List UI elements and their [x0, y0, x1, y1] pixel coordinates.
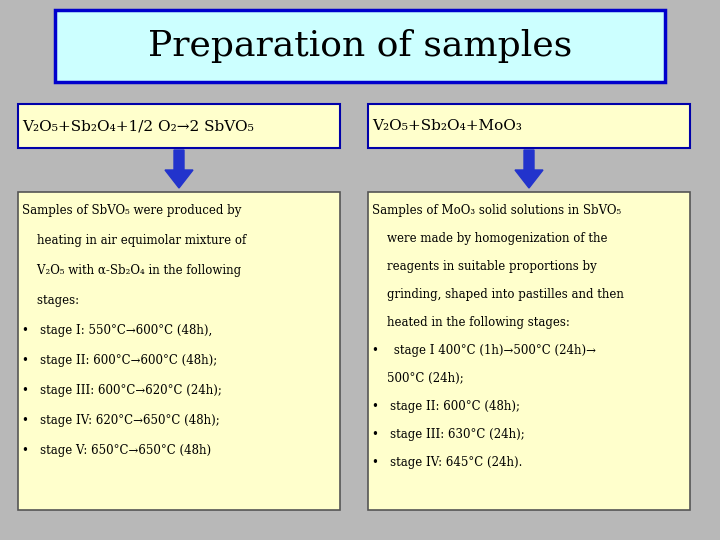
Text: reagents in suitable proportions by: reagents in suitable proportions by [372, 260, 597, 273]
Text: •    stage I 400°C (1h)→500°C (24h)→: • stage I 400°C (1h)→500°C (24h)→ [372, 344, 596, 357]
Text: •   stage III: 630°C (24h);: • stage III: 630°C (24h); [372, 428, 525, 441]
Text: V₂O₅+Sb₂O₄+MoO₃: V₂O₅+Sb₂O₄+MoO₃ [372, 119, 522, 133]
FancyBboxPatch shape [368, 104, 690, 148]
Text: •   stage I: 550°C→600°C (48h),: • stage I: 550°C→600°C (48h), [22, 324, 212, 337]
Text: Samples of SbVO₅ were produced by: Samples of SbVO₅ were produced by [22, 204, 241, 217]
FancyBboxPatch shape [18, 192, 340, 510]
FancyBboxPatch shape [368, 192, 690, 510]
Text: Preparation of samples: Preparation of samples [148, 29, 572, 63]
Text: •   stage II: 600°C→600°C (48h);: • stage II: 600°C→600°C (48h); [22, 354, 217, 367]
FancyArrow shape [515, 150, 543, 188]
FancyBboxPatch shape [55, 10, 665, 82]
Text: •   stage II: 600°C (48h);: • stage II: 600°C (48h); [372, 400, 520, 413]
Text: were made by homogenization of the: were made by homogenization of the [372, 232, 608, 245]
Text: V₂O₅+Sb₂O₄+1/2 O₂→2 SbVO₅: V₂O₅+Sb₂O₄+1/2 O₂→2 SbVO₅ [22, 119, 254, 133]
Text: •   stage IV: 645°C (24h).: • stage IV: 645°C (24h). [372, 456, 523, 469]
Text: V₂O₅ with α-Sb₂O₄ in the following: V₂O₅ with α-Sb₂O₄ in the following [22, 264, 241, 277]
Text: grinding, shaped into pastilles and then: grinding, shaped into pastilles and then [372, 288, 624, 301]
Text: 500°C (24h);: 500°C (24h); [372, 372, 464, 385]
Text: •   stage III: 600°C→620°C (24h);: • stage III: 600°C→620°C (24h); [22, 384, 222, 397]
Text: heating in air equimolar mixture of: heating in air equimolar mixture of [22, 234, 246, 247]
Text: stages:: stages: [22, 294, 79, 307]
Text: Samples of MoO₃ solid solutions in SbVO₅: Samples of MoO₃ solid solutions in SbVO₅ [372, 204, 621, 217]
FancyBboxPatch shape [18, 104, 340, 148]
Text: •   stage IV: 620°C→650°C (48h);: • stage IV: 620°C→650°C (48h); [22, 414, 220, 427]
Text: heated in the following stages:: heated in the following stages: [372, 316, 570, 329]
Text: •   stage V: 650°C→650°C (48h): • stage V: 650°C→650°C (48h) [22, 444, 211, 457]
FancyArrow shape [165, 150, 193, 188]
